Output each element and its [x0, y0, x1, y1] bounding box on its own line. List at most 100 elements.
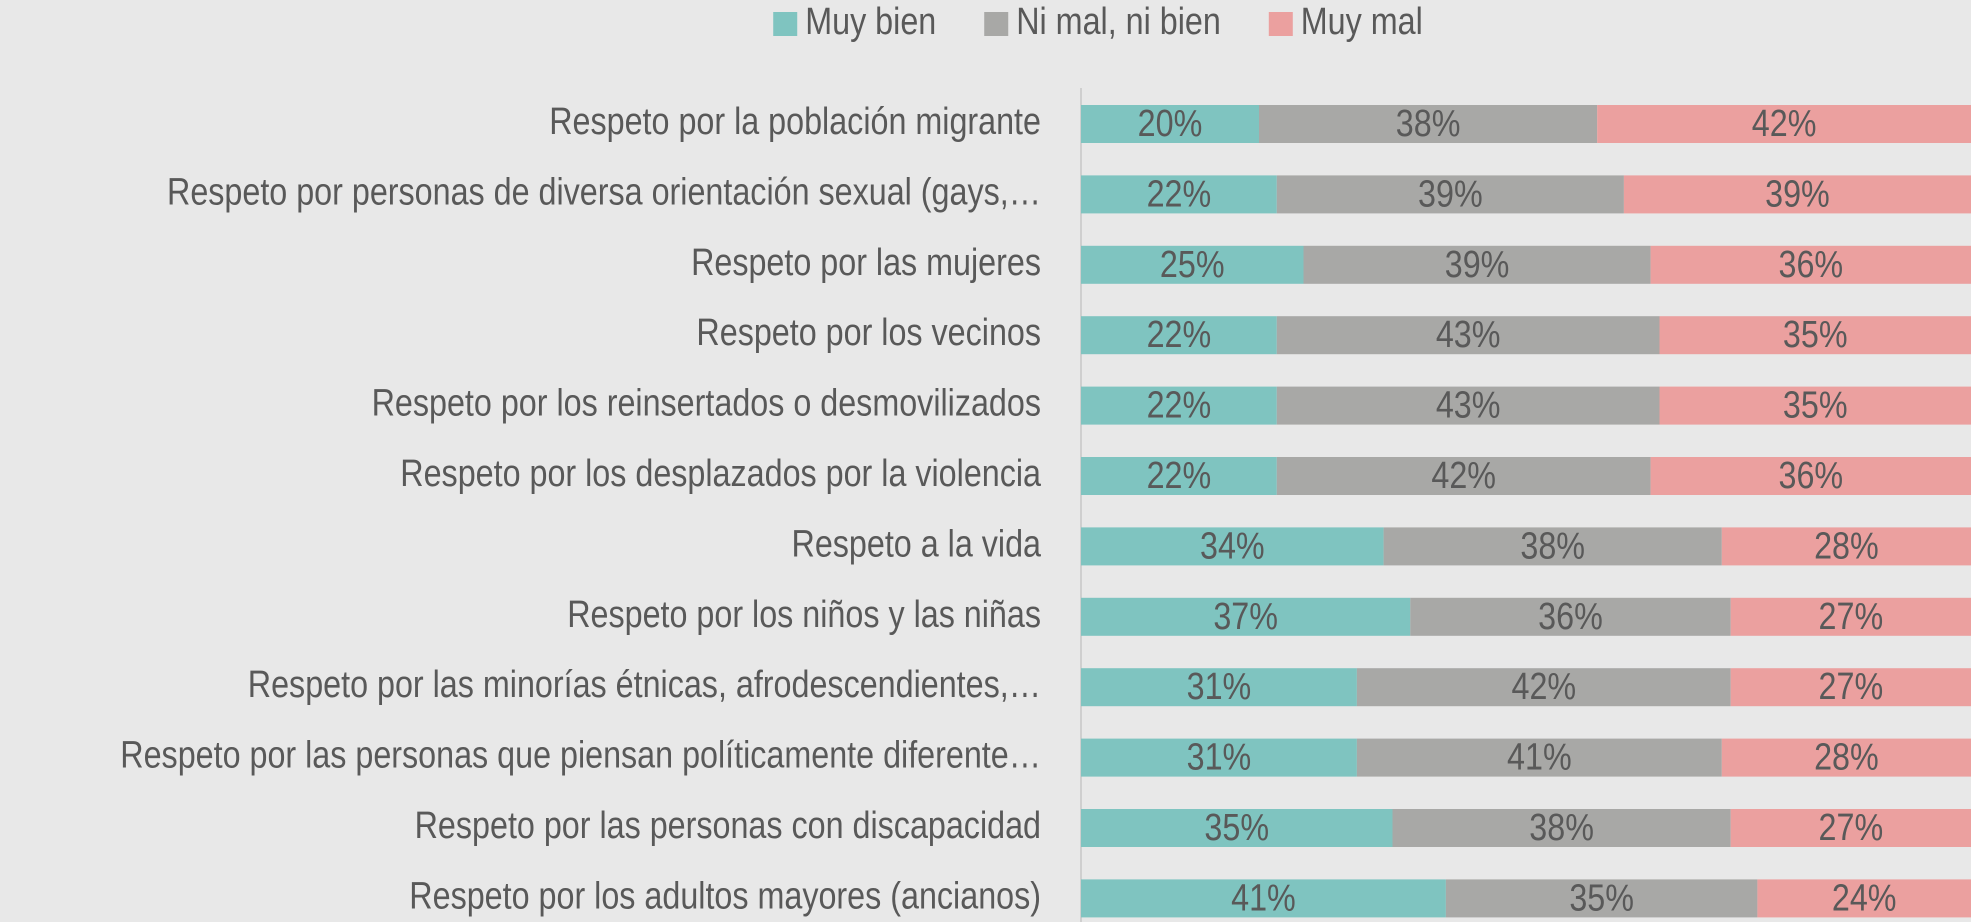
- value-label-group: 41%: [1507, 736, 1572, 778]
- legend-swatch: [773, 12, 798, 36]
- bar-segment: [1081, 597, 1411, 636]
- category-label: Respeto por las minorías étnicas, afrode…: [248, 664, 1041, 706]
- value-label: 36%: [1538, 595, 1603, 637]
- category-label: Respeto por las personas con discapacida…: [415, 805, 1041, 847]
- value-label-group: 36%: [1778, 243, 1843, 285]
- value-label: 42%: [1431, 455, 1496, 497]
- value-label: 39%: [1765, 173, 1830, 215]
- category-label: Respeto por la población migrante: [549, 101, 1041, 143]
- bar-segment: [1721, 527, 1971, 566]
- bar-segment: [1081, 668, 1357, 707]
- category-label-group: Respeto por los desplazados por la viole…: [400, 453, 1041, 495]
- value-label-group: 43%: [1436, 384, 1501, 426]
- bar-segment: [1730, 597, 1971, 636]
- bar-segment: [1659, 386, 1971, 425]
- legend-item: Ni mal, ni bien: [984, 1, 1221, 43]
- category-label-group: Respeto por los vecinos: [696, 312, 1041, 354]
- category-label: Respeto por los niños y las niñas: [567, 593, 1041, 635]
- bar-segment: [1081, 105, 1259, 143]
- value-label: 28%: [1814, 736, 1879, 778]
- legend-item: Muy bien: [773, 1, 936, 43]
- value-label-group: 27%: [1819, 595, 1884, 637]
- value-label-group: 27%: [1819, 666, 1884, 708]
- bar-segment: [1730, 809, 1971, 847]
- bar-segment: [1721, 738, 1971, 777]
- bar-segment: [1356, 668, 1731, 707]
- value-label-group: 41%: [1231, 877, 1296, 919]
- bar-segment: [1081, 738, 1357, 777]
- category-label: Respeto por los reinsertados o desmovili…: [372, 382, 1041, 424]
- value-label: 27%: [1819, 807, 1884, 849]
- value-label: 42%: [1511, 666, 1576, 708]
- bar-segment: [1303, 245, 1651, 284]
- value-label: 22%: [1147, 455, 1212, 497]
- value-label: 38%: [1396, 103, 1461, 145]
- category-label-group: Respeto por la población migrante: [549, 101, 1041, 143]
- bar-segment: [1659, 316, 1971, 355]
- value-label-group: 27%: [1819, 807, 1884, 849]
- bar-segment: [1276, 175, 1624, 214]
- value-label-group: 36%: [1778, 455, 1843, 497]
- legend-item: Muy mal: [1268, 1, 1423, 43]
- bar-segment: [1650, 457, 1971, 495]
- value-label-group: 25%: [1160, 243, 1225, 285]
- value-label-group: 43%: [1436, 314, 1501, 356]
- value-label-group: 36%: [1538, 595, 1603, 637]
- value-label-group: 38%: [1520, 525, 1585, 567]
- bar-segment: [1081, 316, 1277, 355]
- value-label: 34%: [1200, 525, 1265, 567]
- value-label: 20%: [1138, 103, 1203, 145]
- value-label: 22%: [1147, 173, 1212, 215]
- category-label: Respeto por los adultos mayores (anciano…: [409, 875, 1041, 917]
- value-label: 41%: [1231, 877, 1296, 919]
- bar-segment: [1081, 175, 1277, 214]
- value-label: 35%: [1783, 384, 1848, 426]
- value-label: 24%: [1832, 877, 1897, 919]
- value-label: 37%: [1213, 595, 1278, 637]
- value-label-group: 42%: [1431, 455, 1496, 497]
- value-label-group: 35%: [1204, 807, 1269, 849]
- value-label-group: 20%: [1138, 103, 1203, 145]
- bar-segment: [1081, 386, 1277, 425]
- value-label-group: 38%: [1396, 103, 1461, 145]
- category-label-group: Respeto por las minorías étnicas, afrode…: [248, 664, 1041, 706]
- value-label: 31%: [1187, 736, 1252, 778]
- value-label: 39%: [1418, 173, 1483, 215]
- value-label-group: 24%: [1832, 877, 1897, 919]
- value-label-group: 39%: [1418, 173, 1483, 215]
- bar-segment: [1276, 386, 1660, 425]
- value-label: 35%: [1204, 807, 1269, 849]
- value-label: 35%: [1783, 314, 1848, 356]
- value-label: 27%: [1819, 595, 1884, 637]
- legend-label: Muy bien: [805, 1, 936, 43]
- bar-segment: [1392, 809, 1731, 847]
- category-label: Respeto a la vida: [792, 523, 1042, 565]
- legend-label: Muy mal: [1301, 1, 1423, 43]
- legend-swatch: [1268, 12, 1293, 36]
- category-label: Respeto por personas de diversa orientac…: [167, 171, 1041, 213]
- bar-segment: [1730, 668, 1971, 707]
- category-label-group: Respeto por las personas que piensan pol…: [120, 734, 1041, 776]
- value-label-group: 22%: [1147, 173, 1212, 215]
- category-label: Respeto por las personas que piensan pol…: [120, 734, 1041, 776]
- bar-segment: [1081, 245, 1304, 284]
- category-label-group: Respeto por los niños y las niñas: [567, 593, 1041, 635]
- value-label: 25%: [1160, 243, 1225, 285]
- value-label-group: 34%: [1200, 525, 1265, 567]
- value-label-group: 35%: [1783, 384, 1848, 426]
- bar-segment: [1356, 738, 1722, 777]
- bar-segment: [1259, 105, 1598, 143]
- category-label-group: Respeto a la vida: [792, 523, 1042, 565]
- bar-segment: [1081, 879, 1446, 918]
- category-label-group: Respeto por personas de diversa orientac…: [167, 171, 1041, 213]
- value-label: 39%: [1445, 243, 1510, 285]
- value-label-group: 31%: [1187, 736, 1252, 778]
- value-label-group: 42%: [1752, 103, 1817, 145]
- bar-segment: [1445, 879, 1758, 918]
- value-label: 42%: [1752, 103, 1817, 145]
- value-label-group: 22%: [1147, 455, 1212, 497]
- value-label-group: 28%: [1814, 525, 1879, 567]
- category-label: Respeto por los vecinos: [696, 312, 1041, 354]
- value-label: 38%: [1529, 807, 1594, 849]
